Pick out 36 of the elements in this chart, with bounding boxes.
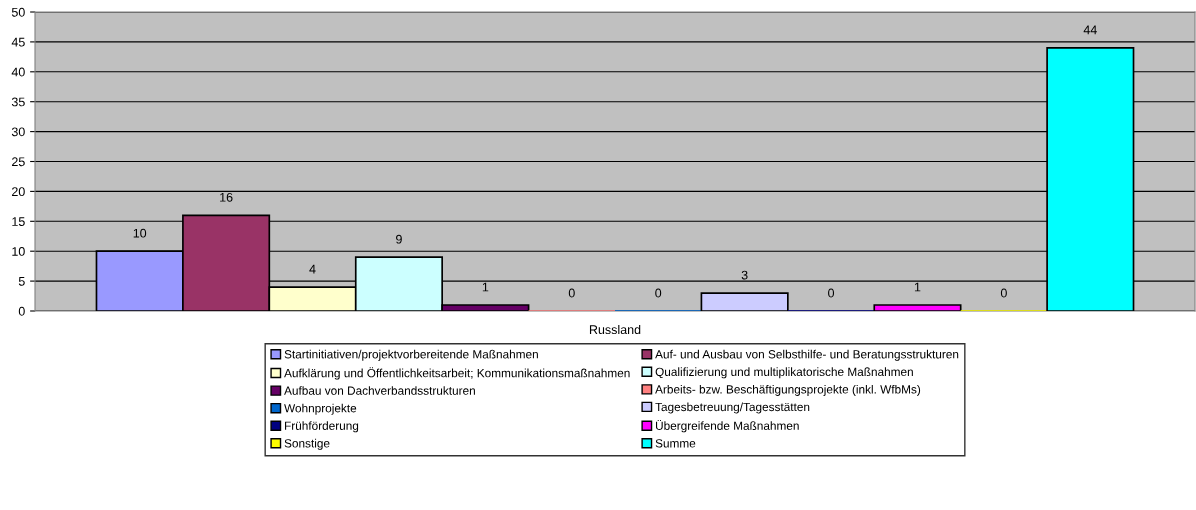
legend-label: Frühförderung	[285, 421, 359, 433]
x-tick-label: Russland	[589, 324, 641, 335]
data-label: 44	[1083, 25, 1097, 35]
data-label: 0	[655, 288, 662, 298]
legend-label: Wohnprojekte	[284, 403, 357, 415]
y-tick-label: 35	[11, 97, 25, 107]
data-label: 0	[568, 288, 575, 298]
y-tick-label: 45	[11, 37, 25, 47]
y-tick-label: 15	[12, 217, 25, 226]
data-label: 16	[220, 192, 233, 202]
legend-label: Arbeits- bzw. Beschäftigungsprojekte (inkl. WfbMs)	[655, 384, 921, 396]
legend-label: Übergreifende Maßnahmen	[656, 419, 799, 433]
legend-label: Aufklärung und Öffentlichkeitsarbeit; Kommunikationsmaßnahmen	[284, 367, 630, 380]
y-tick-label: 25	[12, 157, 25, 167]
y-tick-label: 10	[12, 247, 25, 256]
legend-label: Startinitiativen/projektvorbereitende Maßnahmen	[284, 349, 538, 361]
y-tick-label: 0	[18, 306, 25, 316]
data-label: 3	[741, 270, 748, 280]
data-label: 1	[914, 282, 921, 292]
y-tick-label: 5	[18, 277, 25, 286]
data-label: 1	[482, 282, 489, 292]
legend-label: Summe	[655, 439, 696, 448]
legend-label: Aufbau von Dachverbandsstrukturen	[284, 386, 475, 395]
legend-label: Sonstige	[284, 438, 330, 450]
y-tick-label: 20	[12, 187, 25, 197]
legend-label: Auf- und Ausbau von Selbsthilfe- und Beratungsstrukturen	[655, 349, 959, 361]
legend-label: Tagesbetreuung/Tagesstätten	[655, 402, 810, 414]
legend-label: Qualifizierung und multiplikatorische Maßnahmen	[655, 367, 913, 379]
y-tick-label: 30	[11, 127, 25, 137]
data-label: 4	[309, 264, 316, 274]
y-tick-label: 40	[11, 67, 25, 77]
y-tick-label: 50	[11, 7, 25, 17]
data-label: 10	[133, 228, 147, 238]
data-label: 9	[396, 234, 402, 244]
data-label: 0	[1000, 288, 1007, 298]
data-label: 0	[828, 288, 835, 298]
